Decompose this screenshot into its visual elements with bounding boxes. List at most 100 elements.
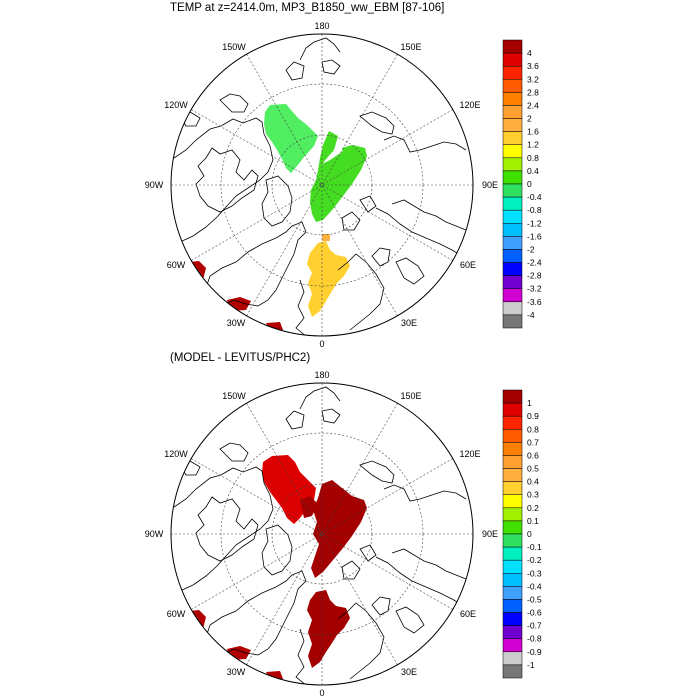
- colorbar-top-tick-label: -2.4: [527, 258, 542, 268]
- colorbar-top-tick-label: -2: [527, 244, 535, 254]
- lon-label-60w: 60W: [167, 260, 186, 270]
- colorbar-bottom-swatch: [502, 494, 523, 509]
- colorbar-bottom-swatch: [502, 546, 523, 561]
- colorbar-top-swatch: [502, 209, 523, 224]
- colorbar-bottom-tick-label: 0.1: [527, 516, 539, 526]
- colorbar-top-tick-label: 2: [527, 114, 532, 124]
- lon-label-90e: 90E: [482, 529, 498, 539]
- map-boundary-top: [170, 33, 474, 337]
- lon-label-30e: 30E: [401, 318, 417, 328]
- lon-label-60w: 60W: [167, 609, 186, 619]
- colorbar-top-swatch: [502, 118, 523, 132]
- colorbar-top-tick-label: 3.2: [527, 74, 539, 84]
- lon-label-90e: 90E: [482, 180, 498, 190]
- lon-label-0: 0: [319, 688, 324, 698]
- colorbar-top-swatch: [502, 275, 523, 289]
- field-patch-eurasian-small: [342, 145, 352, 158]
- colorbar-bottom-tick-label: 0: [527, 529, 532, 539]
- graticule-top: [171, 34, 473, 336]
- colorbar-top-swatch: [502, 288, 523, 303]
- field-patch-eurasian-basin: [310, 131, 367, 222]
- colorbar-top-swatch: [502, 262, 523, 276]
- lon-label-150e: 150E: [400, 42, 421, 52]
- map-title-top: TEMP at z=2414.0m, MP3_B1850_ww_EBM [87-…: [170, 2, 445, 14]
- colorbar-bottom-tick-label: -0.9: [527, 647, 542, 657]
- colorbar-bottom-swatch: [502, 559, 523, 574]
- lon-label-90w: 90W: [145, 180, 164, 190]
- colorbar-top-tick-label: 0: [527, 179, 532, 189]
- lon-label-60e: 60E: [460, 609, 476, 619]
- colorbar-top-swatch: [502, 105, 523, 119]
- colorbar-top-swatch: [502, 183, 523, 198]
- colorbar-bottom: 1 0.9 0.8 0.7 0.6 0.5 0.4 0.3 0.2 0.1 0 -0.1 -0.2 -0.…: [502, 389, 542, 679]
- lon-label-60e: 60E: [460, 260, 476, 270]
- colorbar-top-tick-label: -4: [527, 310, 535, 320]
- colorbar-top-tick-label: 1.2: [527, 140, 539, 150]
- map-title-bottom: (MODEL - LEVITUS/PHC2): [170, 352, 311, 364]
- longitude-labels-top: 180 150E 120E 90E 60E 30E 0 30W 60W 90W …: [145, 21, 498, 349]
- graticule-bottom: [171, 383, 473, 685]
- colorbar-bottom-swatch: [502, 625, 523, 639]
- colorbar-bottom-swatch: [502, 520, 523, 535]
- field-patch-atlantic-b: [307, 590, 350, 668]
- lon-label-0: 0: [319, 339, 324, 349]
- colorbar-top-tick-label: 2.8: [527, 87, 539, 97]
- colorbar-bottom-swatch: [502, 599, 523, 613]
- colorbar-bottom-swatch: [502, 442, 523, 456]
- map-boundary-bottom: [170, 382, 474, 686]
- lon-label-150w: 150W: [222, 42, 246, 52]
- field-patch-nordic-small: [322, 234, 330, 241]
- colorbar-top-swatch: [502, 223, 523, 237]
- colorbar-top-tick-label: -0.4: [527, 192, 542, 202]
- colorbar-bottom-swatch: [502, 638, 523, 653]
- colorbar-top-tick-label: 4: [527, 48, 532, 58]
- colorbar-top-tick-label: 3.6: [527, 61, 539, 71]
- colorbar-top-swatch: [502, 131, 523, 145]
- colorbar-top-swatch: [502, 39, 523, 54]
- colorbar-bottom-tick-label: -0.7: [527, 621, 542, 631]
- colorbar-top-tick-label: -1.2: [527, 218, 542, 228]
- colorbar-bottom-swatch: [502, 468, 523, 482]
- colorbar-top-swatch: [502, 52, 523, 67]
- colorbar-top-tick-label: -1.6: [527, 231, 542, 241]
- lon-label-90w: 90W: [145, 529, 164, 539]
- lon-label-120w: 120W: [164, 449, 188, 459]
- colorbar-bottom-swatch: [502, 429, 523, 443]
- colorbar-bottom-swatch: [502, 612, 523, 626]
- lon-label-30w: 30W: [227, 318, 246, 328]
- colorbar-bottom-swatch: [502, 651, 523, 666]
- colorbar-bottom-tick-label: 0.5: [527, 464, 539, 474]
- colorbar-top-swatch: [502, 157, 523, 172]
- colorbar-bottom-swatch: [502, 455, 523, 469]
- colorbar-top-tick-label: -3.2: [527, 284, 542, 294]
- colorbar-bottom-swatch: [502, 507, 523, 522]
- colorbar-bottom-swatch: [502, 402, 523, 417]
- colorbar-top-swatch: [502, 170, 523, 185]
- colorbar-top-swatch: [502, 65, 523, 80]
- colorbar-top: 4 3.6 3.2 2.8 2.4 2 1.6 1.2 0.8 0.4 0 -0.4 -0.8 -1.2 -…: [502, 39, 542, 329]
- colorbar-bottom-swatch: [502, 573, 523, 587]
- field-patch-eurasian-small-b: [300, 496, 318, 518]
- colorbar-bottom-tick-label: 0.7: [527, 437, 539, 447]
- colorbar-bottom-tick-label: -0.6: [527, 608, 542, 618]
- colorbar-top-swatch: [502, 144, 523, 159]
- colorbar-bottom-tick-label: -0.1: [527, 542, 542, 552]
- field-top: [171, 37, 473, 336]
- colorbar-top-tick-label: -0.8: [527, 205, 542, 215]
- lon-label-120e: 120E: [459, 449, 480, 459]
- colorbar-top-swatch: [502, 249, 523, 263]
- colorbar-bottom-tick-label: -0.3: [527, 568, 542, 578]
- colorbar-bottom-tick-label: -0.4: [527, 581, 542, 591]
- coastlines-top: [171, 37, 473, 336]
- colorbar-top-tick-label: 0.8: [527, 153, 539, 163]
- colorbar-top-tick-label: -3.6: [527, 297, 542, 307]
- colorbar-bottom-tick-label: 0.9: [527, 411, 539, 421]
- colorbar-bottom-swatch: [502, 533, 523, 548]
- colorbar-top-swatch: [502, 92, 523, 106]
- lon-label-30w: 30W: [227, 667, 246, 677]
- colorbar-bottom-tick-label: 0.6: [527, 450, 539, 460]
- colorbar-bottom-swatch: [502, 481, 523, 495]
- colorbar-top-tick-label: 1.6: [527, 127, 539, 137]
- colorbar-bottom-swatch: [502, 389, 523, 404]
